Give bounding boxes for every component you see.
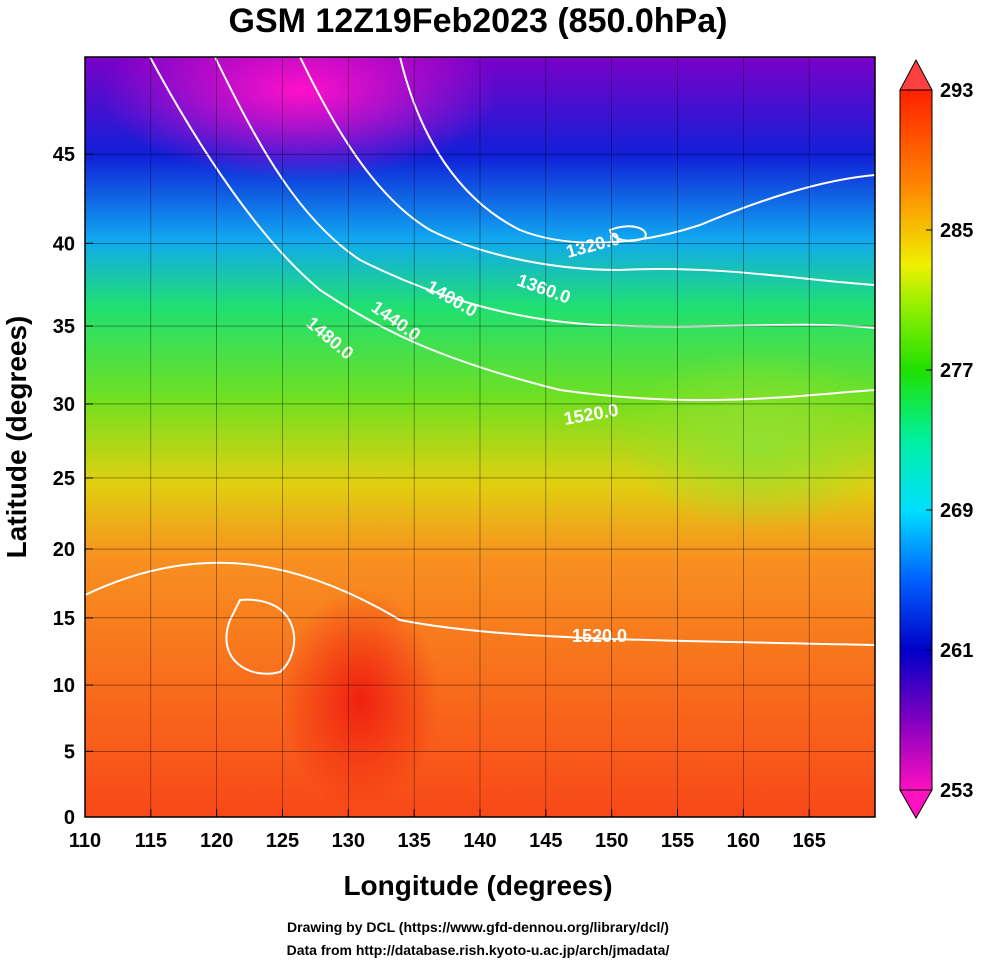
y-tick-label: 35	[53, 316, 75, 338]
x-tick-label: 150	[595, 830, 628, 852]
y-tick-label: 5	[64, 741, 75, 763]
x-tick-label: 135	[397, 830, 430, 852]
cold-core	[100, 57, 500, 180]
colorbar-max-arrow	[899, 58, 933, 91]
colorbar-tick-label: 261	[940, 640, 973, 662]
colorbar-tick-label: 285	[940, 220, 973, 242]
contour	[149, 57, 875, 402]
footer: Data from http://database.rish.kyoto-u.a…	[287, 942, 670, 958]
x-tick-label: 110	[69, 830, 101, 852]
contour	[214, 57, 875, 329]
y-tick-label: 30	[53, 394, 75, 416]
colorbar-ticks: 253 261 269 277 285 293	[926, 80, 973, 802]
y-axis-label: Latitude (degrees)	[1, 316, 32, 559]
green-area	[620, 350, 875, 530]
footer: Drawing by DCL (https://www.gfd-dennou.o…	[287, 919, 669, 935]
x-tick-label: 155	[661, 830, 694, 852]
axes: 110 115 120 125 130 135 140 145 150 155 160 165 0 5 10…	[53, 144, 826, 852]
colorbar-tick-label: 293	[940, 80, 973, 102]
x-tick-label: 165	[792, 830, 825, 852]
colorbar-tick-label: 277	[940, 360, 973, 382]
x-axis-label: Longitude (degrees)	[343, 870, 612, 901]
x-tick-label: 145	[529, 830, 562, 852]
colorbar-tick-label: 253	[940, 780, 973, 802]
x-tick-label: 160	[727, 830, 760, 852]
field: 1320.0 1360.0 1400.0 1440.0 1480.0 1520.…	[85, 57, 875, 817]
warm-core	[280, 590, 440, 810]
y-tick-label: 10	[53, 675, 75, 697]
y-tick-label: 40	[53, 233, 75, 255]
colorbar	[899, 89, 933, 791]
contour	[85, 561, 875, 646]
x-tick-label: 115	[135, 830, 167, 852]
x-tick-label: 125	[266, 830, 299, 852]
y-tick-label: 0	[64, 807, 75, 829]
contour	[608, 225, 647, 242]
y-tick-label: 20	[53, 539, 75, 561]
x-tick-label: 130	[332, 830, 365, 852]
x-tick-label: 140	[463, 830, 496, 852]
contour-label: 1520.0	[572, 626, 627, 646]
contour	[299, 57, 875, 286]
y-tick-label: 45	[53, 144, 75, 166]
colorbar-min-arrow	[899, 789, 933, 820]
colorbar-tick-label: 269	[940, 500, 973, 522]
contour	[399, 57, 875, 244]
x-tick-label: 120	[200, 830, 233, 852]
y-tick-label: 15	[53, 608, 75, 630]
y-tick-label: 25	[53, 468, 75, 490]
contour	[225, 598, 296, 675]
title: GSM 12Z19Feb2023 (850.0hPa)	[229, 2, 728, 40]
contours	[85, 57, 875, 675]
grid	[85, 57, 875, 817]
